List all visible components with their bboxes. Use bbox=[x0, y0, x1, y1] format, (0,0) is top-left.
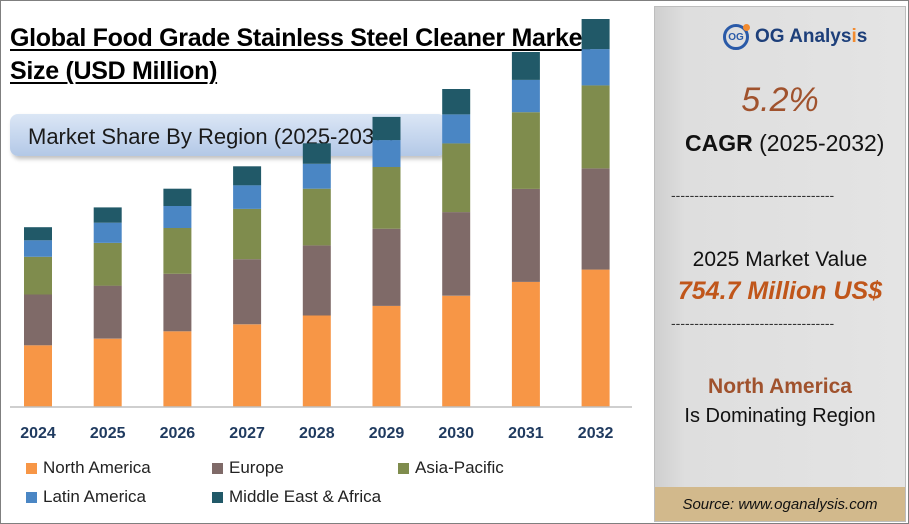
bar-2025-north-america bbox=[93, 338, 122, 407]
x-tick-2027: 2027 bbox=[229, 425, 265, 442]
x-tick-2031: 2031 bbox=[508, 425, 544, 442]
bar-2030-middle-east-africa bbox=[442, 89, 471, 115]
x-tick-2030: 2030 bbox=[438, 425, 474, 442]
x-tick-2029: 2029 bbox=[369, 425, 405, 442]
cagr-label: CAGR (2025-2032) bbox=[685, 130, 885, 156]
legend-swatch bbox=[26, 462, 37, 474]
stacked-bar-chart: 2024 2025 2026 2027 2028 2029 2030 2031 2032 bbox=[10, 19, 632, 442]
bar-2027-asia-pacific bbox=[233, 208, 262, 260]
bar-2029-asia-pacific bbox=[372, 167, 401, 229]
bar-2030-asia-pacific bbox=[442, 143, 471, 213]
bar-2031-latin-america bbox=[511, 79, 540, 113]
legend-swatch bbox=[398, 462, 409, 474]
bar-2031-europe bbox=[511, 188, 540, 282]
market-value-label: 2025 Market Value bbox=[692, 248, 868, 271]
bar-2031-middle-east-africa bbox=[511, 52, 540, 80]
bar-2026-europe bbox=[163, 273, 192, 332]
dominating-region-label: Is Dominating Region bbox=[684, 405, 876, 427]
bar-2030-europe bbox=[442, 212, 471, 296]
bar-2027-latin-america bbox=[233, 185, 262, 209]
legend-label: Latin America bbox=[43, 487, 146, 506]
bar-2029-europe bbox=[372, 228, 401, 306]
bar-2028-europe bbox=[302, 245, 331, 316]
source-bar: Source: www.oganalysis.com bbox=[655, 487, 905, 521]
legend-label: Middle East & Africa bbox=[229, 487, 382, 506]
bar-2032-latin-america bbox=[581, 49, 610, 86]
bar-2024-middle-east-africa bbox=[24, 227, 52, 241]
legend-item-middle-east-africa: Middle East & Africa bbox=[212, 487, 381, 507]
bar-2028-asia-pacific bbox=[302, 188, 331, 246]
bar-2026-asia-pacific bbox=[163, 227, 192, 274]
bar-group bbox=[24, 19, 610, 407]
bar-2025-asia-pacific bbox=[93, 243, 122, 286]
region-share-label: Market Share By Region (2025-2032) bbox=[28, 124, 394, 149]
legend-label: Europe bbox=[229, 458, 284, 477]
bar-2030-north-america bbox=[442, 295, 471, 407]
divider-bottom: ----------------------------------- bbox=[671, 315, 835, 331]
legend-swatch bbox=[212, 491, 223, 503]
legend-item-europe: Europe bbox=[212, 458, 284, 478]
bar-2029-latin-america bbox=[372, 140, 401, 167]
bar-2028-middle-east-africa bbox=[302, 143, 331, 164]
bar-2026-middle-east-africa bbox=[163, 188, 192, 206]
bar-2025-europe bbox=[93, 285, 122, 339]
legend-label: North America bbox=[43, 458, 151, 477]
legend-swatch bbox=[212, 462, 223, 474]
bar-2027-north-america bbox=[233, 324, 262, 407]
bar-2028-latin-america bbox=[302, 163, 331, 189]
x-tick-2025: 2025 bbox=[90, 425, 126, 442]
bar-2024-asia-pacific bbox=[24, 256, 52, 295]
bar-2025-latin-america bbox=[93, 222, 122, 243]
bar-2032-north-america bbox=[581, 269, 610, 407]
legend-item-asia-pacific: Asia-Pacific bbox=[398, 458, 504, 478]
bar-2028-north-america bbox=[302, 315, 331, 407]
brand-logo-icon: OG bbox=[723, 24, 750, 50]
x-tick-labels: 2024 2025 2026 2027 2028 2029 2030 2031 2032 bbox=[20, 425, 613, 442]
bar-2031-asia-pacific bbox=[511, 112, 540, 189]
legend-swatch bbox=[26, 491, 37, 503]
bar-2027-europe bbox=[233, 259, 262, 325]
legend-item-latin-america: Latin America bbox=[26, 487, 146, 507]
bar-2029-middle-east-africa bbox=[372, 116, 401, 141]
x-tick-2028: 2028 bbox=[299, 425, 335, 442]
bar-2032-europe bbox=[581, 168, 610, 270]
bar-2032-middle-east-africa bbox=[581, 19, 610, 50]
legend-item-north-america: North America bbox=[26, 458, 151, 478]
summary-panel: OG OG Analysis 5.2% CAGR (2025-2032) ---… bbox=[654, 6, 906, 522]
cagr-value: 5.2% bbox=[741, 81, 819, 119]
bar-2027-middle-east-africa bbox=[233, 166, 262, 186]
bar-2029-north-america bbox=[372, 305, 401, 407]
dominating-region: North America bbox=[708, 375, 852, 398]
bar-2024-latin-america bbox=[24, 240, 52, 257]
bar-2032-asia-pacific bbox=[581, 85, 610, 169]
bar-2030-latin-america bbox=[442, 114, 471, 144]
x-tick-2026: 2026 bbox=[160, 425, 196, 442]
brand-name: OG Analysis bbox=[755, 26, 868, 47]
x-tick-2024: 2024 bbox=[20, 425, 56, 442]
bar-2026-north-america bbox=[163, 331, 192, 407]
market-value: 754.7 Million US$ bbox=[677, 277, 883, 305]
divider-top: ----------------------------------- bbox=[671, 187, 835, 203]
bar-2025-middle-east-africa bbox=[93, 207, 122, 223]
bar-2026-latin-america bbox=[163, 206, 192, 228]
bar-2031-north-america bbox=[511, 281, 540, 407]
chart-title: Global Food Grade Stainless Steel Cleane… bbox=[10, 24, 591, 85]
legend-label: Asia-Pacific bbox=[415, 458, 504, 477]
bar-2024-north-america bbox=[24, 345, 52, 407]
brand-logo: OG OG Analysis bbox=[723, 24, 867, 50]
bar-2024-europe bbox=[24, 294, 52, 346]
x-tick-2032: 2032 bbox=[578, 425, 614, 442]
